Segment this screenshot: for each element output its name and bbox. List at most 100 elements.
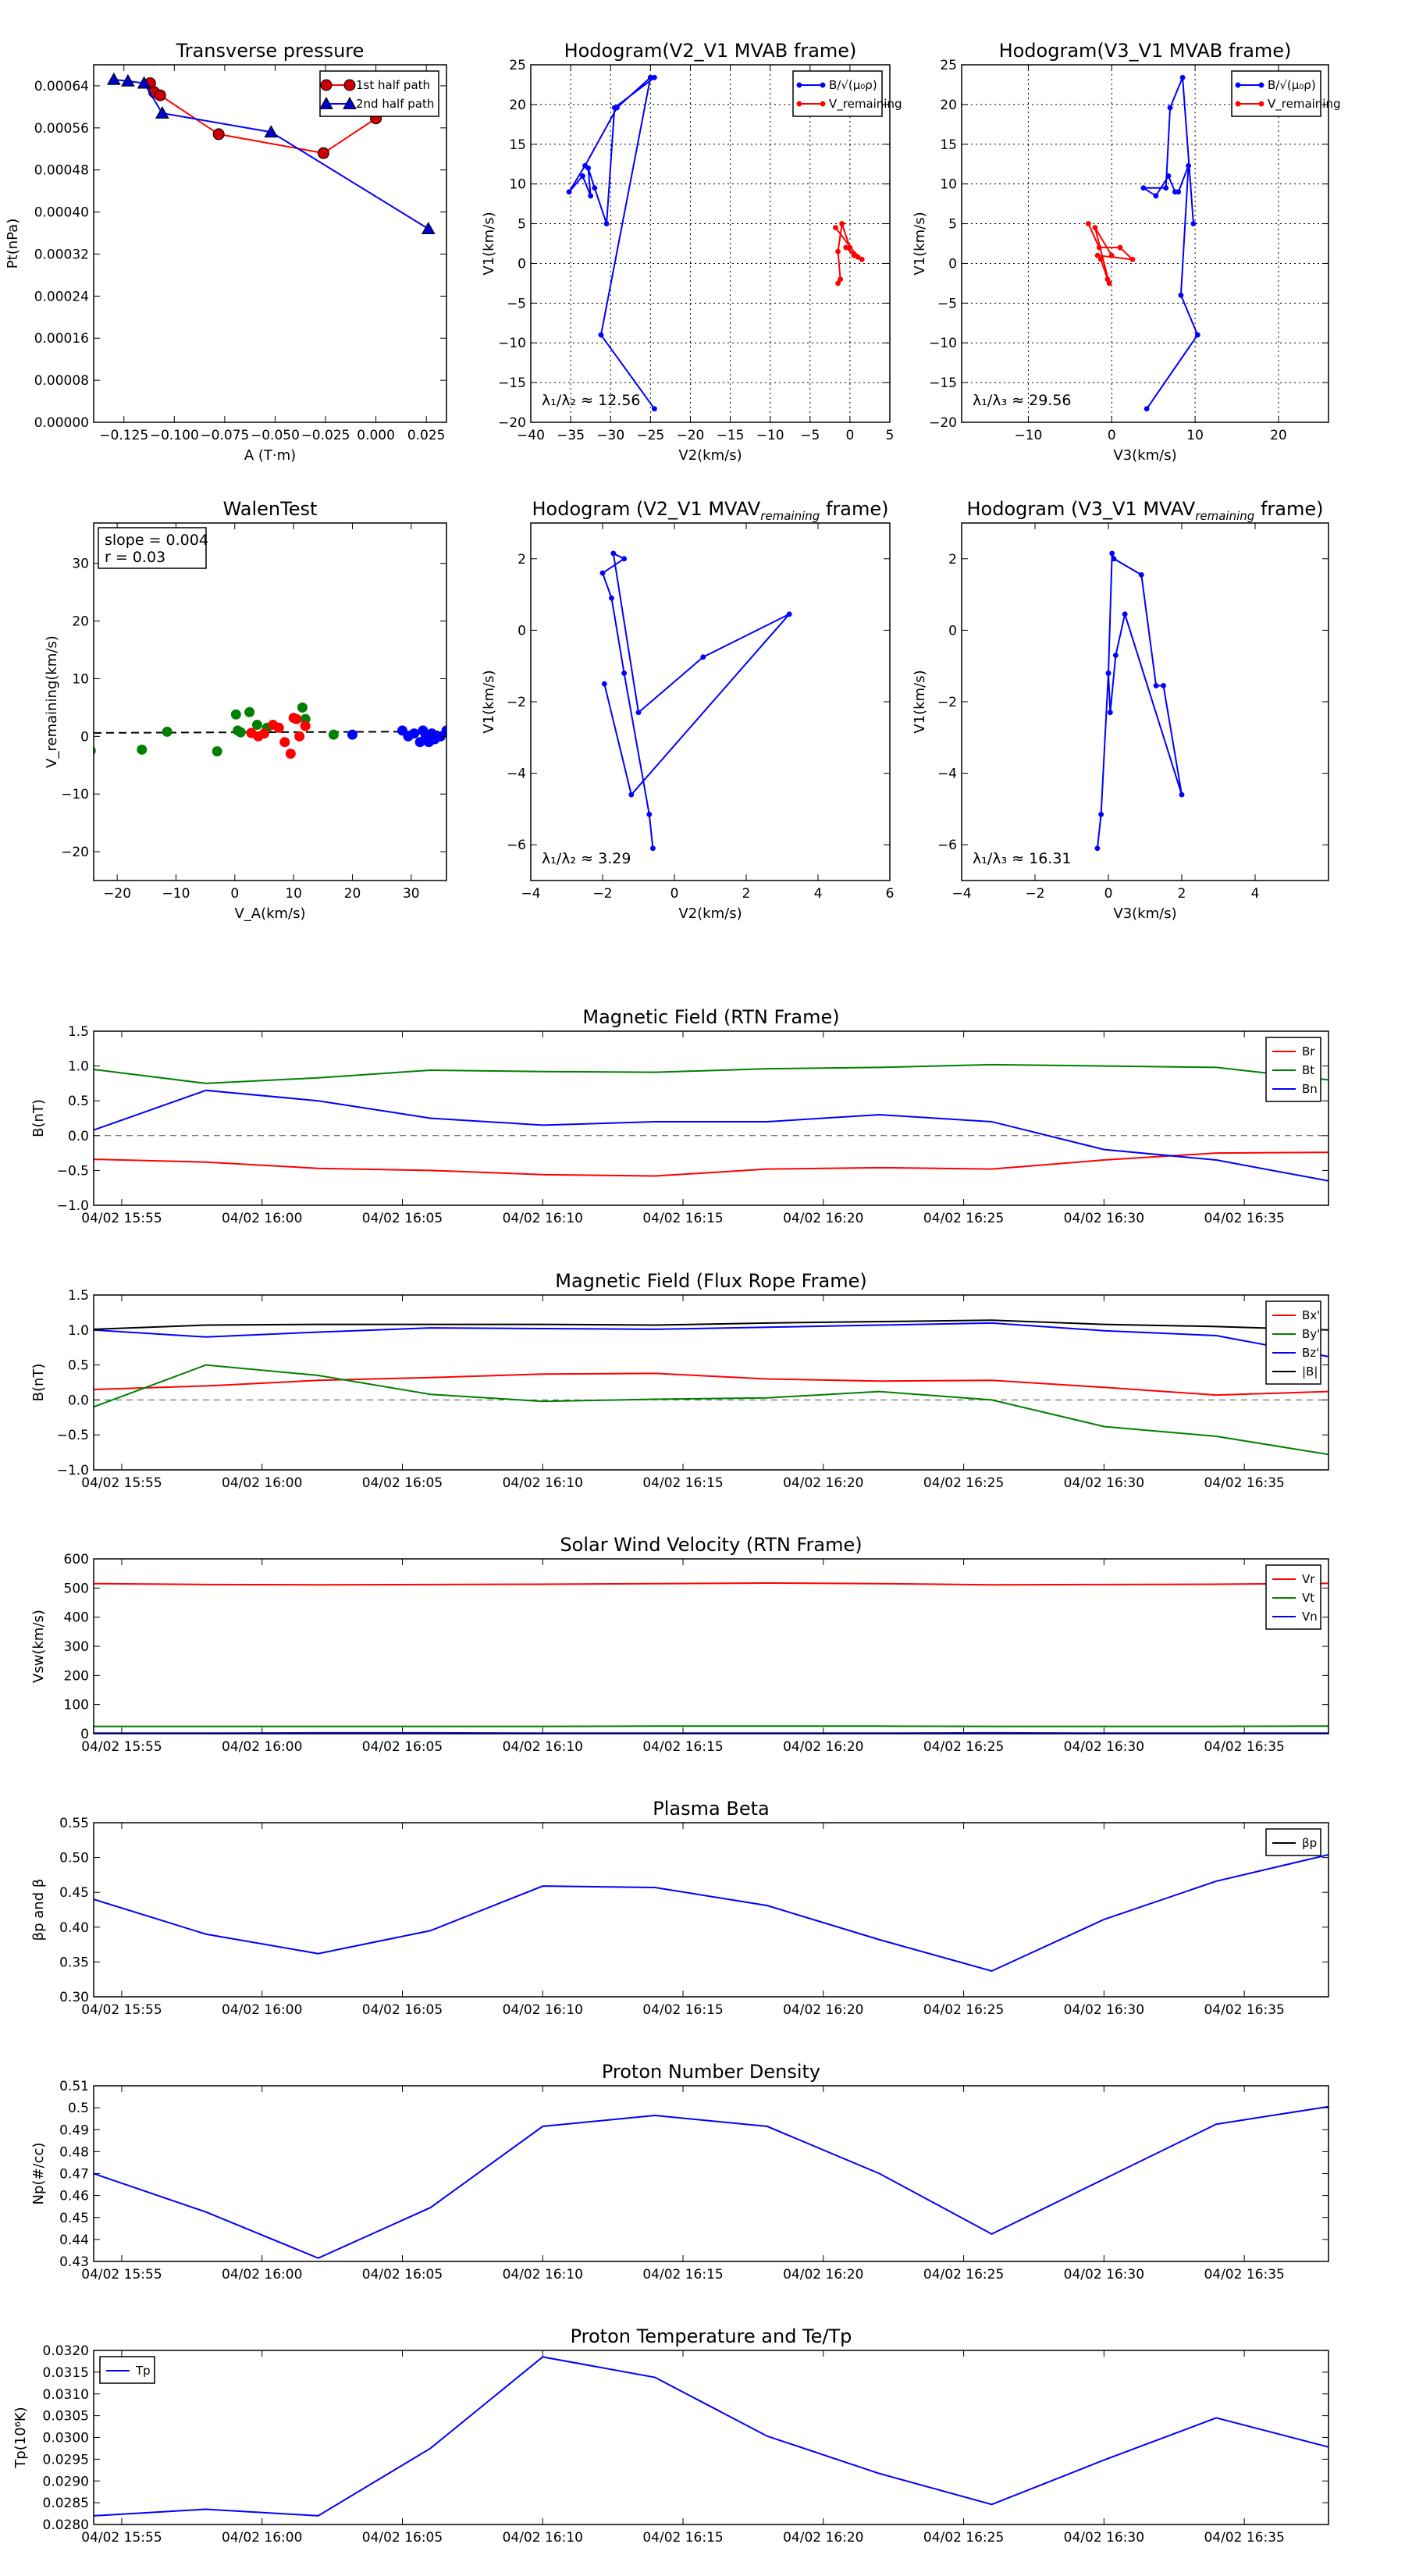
legend-label: V_remaining (829, 97, 902, 112)
y-tick-label: 200 (64, 1668, 89, 1684)
plot-area (94, 1854, 1329, 1973)
data-point (835, 280, 841, 286)
data-point (212, 128, 225, 141)
x-tick-label: 2 (742, 886, 751, 902)
data-point (1161, 682, 1166, 688)
plot-frame (93, 64, 447, 423)
y-tick-label: 30 (72, 557, 89, 572)
x-tick-label: −0.100 (150, 428, 199, 443)
y-tick-label: 10 (509, 177, 526, 193)
legend-label: Bn (1302, 1082, 1318, 1096)
plot-frame (93, 2085, 1329, 2262)
x-tick-label: 04/02 16:20 (783, 1475, 863, 1491)
legend-label: Bz' (1302, 1346, 1319, 1360)
x-tick-label: −0.075 (200, 428, 249, 443)
legend-label: Bt (1302, 1063, 1314, 1077)
data-point (137, 744, 148, 755)
y-tick-label: 0.5 (68, 1358, 89, 1374)
y-tick-label: 0.00040 (34, 205, 89, 221)
y-axis-label: Vsw(km/s) (30, 1610, 47, 1683)
data-point (1106, 280, 1112, 286)
data-point (601, 681, 607, 687)
x-axis-label: V2(km/s) (678, 447, 742, 464)
chart-p4: −20 −10 0 10 20 30 −20 −10 0 10 20 30 WalenTest V_A(k… (44, 498, 447, 922)
x-tick-label: 2 (1178, 886, 1186, 902)
x-tick-label: 04/02 16:20 (783, 1211, 863, 1226)
legend-label: |B| (1302, 1364, 1318, 1379)
x-tick-label: 10 (285, 886, 302, 902)
legend: B/√(μ₀ρ) V_remaining (792, 70, 902, 117)
fit-line (93, 731, 447, 734)
data-point (1138, 571, 1144, 578)
y-tick-label: 0 (948, 623, 957, 639)
data-point (297, 702, 308, 713)
chart-p5: −4 −2 0 2 4 6 −6 −4 −2 0 2 Hodogram (V2_V1 MVAVrema… (481, 498, 894, 922)
y-tick-label: 400 (64, 1610, 89, 1626)
series-line-1 (94, 1063, 1329, 1084)
series-line-1 (94, 1364, 1329, 1456)
data-point (409, 728, 420, 739)
y-tick-label: −5 (507, 296, 526, 311)
data-point (251, 720, 262, 731)
y-tick-label: −5 (937, 296, 957, 311)
x-axis-label: A (T·m) (244, 447, 296, 464)
x-tick-label: 5 (886, 428, 895, 443)
x-tick-label: 04/02 16:30 (1064, 1475, 1144, 1491)
data-point (273, 722, 284, 733)
x-tick-label: 04/02 15:55 (81, 2267, 162, 2282)
y-tick-label: 600 (64, 1552, 89, 1567)
chart-title: Hodogram(V2_V1 MVAB frame) (564, 40, 857, 62)
y-tick-label: 5 (948, 217, 957, 233)
chart-title: Hodogram (V3_V1 MVAVremaining frame) (967, 498, 1324, 523)
data-point (1092, 225, 1098, 231)
y-tick-label: 300 (64, 1639, 89, 1655)
x-tick-label: 04/02 16:00 (222, 1475, 302, 1491)
data-point (1186, 162, 1191, 169)
y-tick-label: 0.00064 (34, 79, 89, 94)
data-point (621, 670, 628, 676)
y-tick-label: 0.35 (59, 1955, 89, 1970)
data-point (244, 706, 255, 717)
x-axis-label: V_A(km/s) (234, 906, 305, 922)
y-tick-label: 0.0295 (43, 2452, 89, 2467)
chart-title: Plasma Beta (653, 1798, 769, 1820)
x-tick-label: 04/02 16:00 (222, 2002, 302, 2018)
y-tick-label: 25 (940, 58, 957, 73)
legend-marker (1258, 101, 1264, 107)
x-tick-label: 04/02 16:15 (642, 1739, 723, 1755)
y-tick-label: 0.0280 (43, 2517, 89, 2533)
data-point (1165, 173, 1172, 179)
x-tick-label: −25 (636, 428, 664, 443)
x-tick-label: 04/02 16:25 (923, 2530, 1004, 2546)
data-point (598, 332, 604, 338)
x-tick-label: −35 (557, 428, 585, 443)
data-point (635, 710, 642, 716)
series-line-0 (94, 2105, 1329, 2259)
y-tick-label: 0 (518, 256, 526, 272)
chart-t3: 04/02 15:55 04/02 16:00 04/02 16:05 04/02 1… (30, 1534, 1329, 1755)
x-tick-label: 4 (1251, 886, 1260, 902)
legend-marker (796, 82, 802, 88)
plot-frame (530, 64, 891, 423)
legend: B/√(μ₀ρ) V_remaining (1231, 70, 1341, 117)
x-tick-label: 04/02 16:05 (362, 2002, 443, 2018)
legend-label: Vt (1302, 1591, 1314, 1605)
legend-label: V_remaining (1268, 97, 1341, 112)
x-tick-label: 04/02 16:20 (783, 2267, 863, 2282)
data-point (441, 725, 446, 736)
data-point (621, 556, 628, 562)
series-line-0 (94, 2356, 1329, 2517)
plot-area (94, 702, 446, 759)
y-tick-label: 0 (80, 1727, 89, 1742)
legend-label: By' (1302, 1327, 1320, 1341)
y-tick-label: −15 (498, 375, 526, 391)
data-point (851, 252, 857, 258)
chart-title: Magnetic Field (RTN Frame) (582, 1006, 839, 1028)
x-tick-label: 04/02 15:55 (81, 1739, 162, 1755)
data-point (628, 792, 635, 798)
series-line-0 (94, 1372, 1329, 1397)
y-tick-label: −10 (61, 787, 89, 802)
data-point (1179, 74, 1186, 80)
x-tick-label: 04/02 16:05 (362, 1475, 443, 1491)
